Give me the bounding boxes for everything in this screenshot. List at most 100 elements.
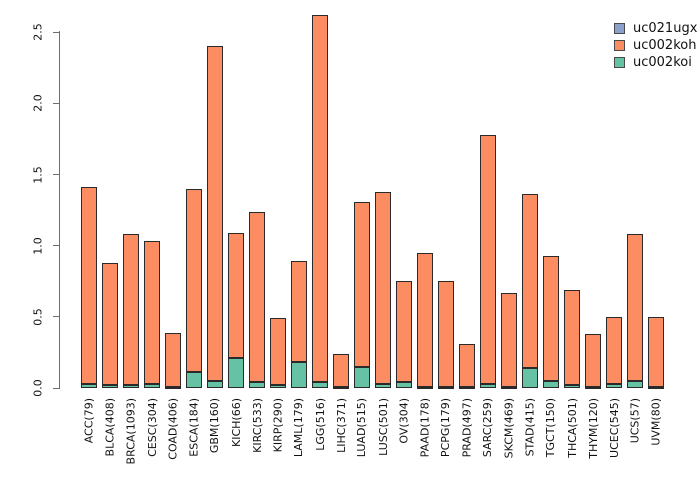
bar-segment-uc002koh (606, 316, 622, 384)
bar-segment-uc002koh (144, 241, 160, 384)
x-tick-label: KICH(66) (229, 398, 243, 447)
bar-segment-uc002koi (165, 386, 181, 389)
legend-item: uc021ugx (614, 20, 697, 37)
x-tick-label: SKCM(469) (502, 398, 516, 459)
y-tick-label: 2.0 (31, 94, 44, 113)
legend-swatch-uc002koh (614, 40, 625, 51)
bar-segment-uc002koi (543, 380, 559, 388)
legend-swatch-uc002koi (614, 57, 625, 68)
bar-segment-uc002koh (333, 353, 349, 387)
x-tick-label: LUAD(515) (355, 398, 369, 458)
y-axis-line (59, 31, 60, 389)
x-tick-label: THCA(501) (565, 398, 579, 458)
x-tick-label: KIRC(533) (250, 398, 264, 453)
x-tick-label: LUSC(501) (376, 398, 390, 456)
bar-segment-uc002koi (648, 386, 664, 389)
bar-segment-uc002koh (102, 262, 118, 386)
bar-segment-uc002koi (270, 385, 286, 388)
x-tick-label: COAD(406) (166, 398, 180, 460)
y-tick (53, 245, 59, 247)
x-tick-label: GBM(160) (208, 398, 222, 454)
legend-label: uc002koi (633, 55, 692, 70)
bar-segment-uc002koh (522, 194, 538, 369)
y-tick-label: 1.0 (31, 236, 44, 255)
bar-segment-uc002koh (480, 134, 496, 384)
bar-segment-uc002koi (291, 362, 307, 388)
bar-segment-uc002koh (165, 332, 181, 387)
legend-item: uc002koh (614, 37, 697, 54)
bar-segment-uc002koh (123, 234, 139, 386)
bar-segment-uc002koh (291, 261, 307, 363)
y-tick-label: 2.5 (31, 23, 44, 42)
legend-label: uc021ugx (633, 21, 698, 36)
y-tick (53, 387, 59, 389)
bar-segment-uc002koi (606, 383, 622, 388)
bar-segment-uc002koi (501, 386, 517, 389)
bar-segment-uc002koi (522, 368, 538, 388)
bar-segment-uc002koi (333, 386, 349, 389)
x-tick-label: LIHC(371) (334, 398, 348, 453)
bar-segment-uc002koh (564, 289, 580, 386)
x-tick-label: ACC(79) (82, 398, 96, 444)
x-tick-label: BRCA(1093) (124, 398, 138, 465)
bar-segment-uc002koh (81, 187, 97, 384)
x-tick-label: THYM(120) (586, 398, 600, 459)
legend: uc021ugx uc002koh uc002koi (614, 20, 697, 71)
bar-segment-uc002koh (627, 234, 643, 381)
bar-segment-uc002koh (375, 191, 391, 384)
bar-segment-uc002koh (228, 232, 244, 359)
bar-segment-uc002koi (459, 386, 475, 389)
y-tick (53, 102, 59, 104)
x-tick-label: SARC(259) (481, 398, 495, 458)
bar-segment-uc002koh (585, 333, 601, 387)
legend-swatch-uc021ugx (614, 23, 625, 34)
x-tick-label: ESCA(184) (187, 398, 201, 457)
bar-segment-uc002koi (480, 383, 496, 388)
bar-segment-uc002koi (186, 372, 202, 388)
x-tick-label: PRAD(497) (460, 398, 474, 458)
x-tick-label: TGCT(150) (544, 398, 558, 458)
bar-segment-uc002koh (354, 201, 370, 367)
y-tick (53, 31, 59, 33)
bar-segment-uc002koh (501, 292, 517, 387)
bar-segment-uc002koi (396, 382, 412, 388)
bar-segment-uc002koh (438, 281, 454, 387)
bar-segment-uc002koi (228, 358, 244, 388)
x-tick-label: CESC(304) (145, 398, 159, 457)
x-tick-label: UVM(80) (649, 398, 663, 446)
bar-segment-uc002koi (81, 383, 97, 388)
bar-segment-uc002koh (312, 15, 328, 383)
bar-segment-uc002koi (312, 382, 328, 388)
bar-segment-uc002koh (417, 252, 433, 387)
bar-segment-uc002koi (102, 385, 118, 388)
legend-label: uc002koh (633, 38, 697, 53)
bar-segment-uc002koi (417, 386, 433, 389)
x-tick-label: UCEC(545) (607, 398, 621, 458)
x-tick-label: BLCA(408) (103, 398, 117, 457)
bar-segment-uc002koi (627, 380, 643, 388)
bar-segment-uc002koi (375, 383, 391, 388)
x-tick-label: LAML(179) (292, 398, 306, 458)
bar-segment-uc002koh (459, 343, 475, 387)
legend-item: uc002koi (614, 54, 697, 71)
bar-segment-uc002koh (543, 255, 559, 381)
x-tick-label: PCPG(179) (439, 398, 453, 458)
bar-segment-uc002koi (144, 383, 160, 388)
x-tick-label: LGG(516) (313, 398, 327, 451)
x-tick-label: OV(304) (397, 398, 411, 444)
x-tick-label: PAAD(178) (418, 398, 432, 458)
bar-segment-uc002koi (249, 382, 265, 388)
bar-segment-uc002koh (249, 211, 265, 383)
bar-segment-uc002koi (585, 386, 601, 389)
y-tick (53, 316, 59, 318)
bar-segment-uc002koi (564, 385, 580, 388)
y-tick-label: 0.5 (31, 308, 44, 326)
bar-segment-uc002koi (207, 380, 223, 388)
bar-segment-uc002koi (438, 386, 454, 389)
bar-segment-uc002koi (123, 385, 139, 388)
y-tick (53, 174, 59, 176)
y-tick-label: 1.5 (31, 165, 44, 184)
x-tick-label: UCS(57) (628, 398, 642, 444)
